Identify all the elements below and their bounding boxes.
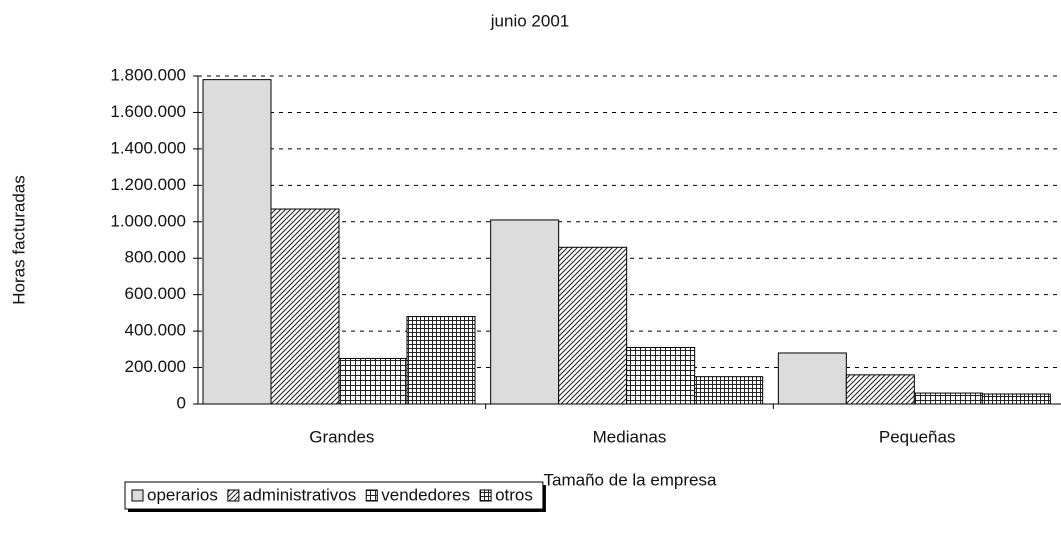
- bar: [913, 392, 983, 405]
- bar: [981, 393, 1051, 405]
- chart-title: junio 2001: [490, 11, 569, 30]
- legend-swatch: [131, 489, 144, 502]
- y-axis-title: Horas facturadas: [9, 175, 28, 304]
- bar: [694, 376, 764, 405]
- x-tick-label: Grandes: [309, 427, 374, 446]
- y-tick-label: 400.000: [125, 321, 186, 340]
- legend-swatch: [227, 489, 240, 502]
- y-tick-label: 800.000: [125, 248, 186, 267]
- y-tick-label: 0: [177, 393, 186, 412]
- bar: [626, 347, 696, 405]
- y-tick-label: 600.000: [125, 284, 186, 303]
- bar: [777, 352, 847, 405]
- legend-shadow: [542, 485, 546, 512]
- bar: [338, 357, 408, 405]
- bar: [270, 208, 340, 405]
- x-tick-label: Pequeñas: [879, 427, 956, 446]
- bar: [558, 246, 628, 405]
- bar: [202, 79, 272, 405]
- legend-label: operarios: [147, 485, 218, 504]
- bar: [406, 316, 476, 405]
- bar: [490, 219, 560, 405]
- legend: operarios administrativos vendedores otros: [124, 481, 546, 512]
- legend-label: administrativos: [243, 485, 356, 504]
- legend-shadow: [128, 509, 546, 512]
- legend-swatch: [479, 489, 492, 502]
- bar: [845, 374, 915, 405]
- y-tick-label: 1.800.000: [110, 65, 186, 84]
- legend-swatch: [365, 489, 378, 502]
- legend-label: otros: [495, 485, 533, 504]
- y-tick-label: 1.400.000: [110, 138, 186, 157]
- y-tick-label: 200.000: [125, 357, 186, 376]
- y-tick-label: 1.000.000: [110, 211, 186, 230]
- x-axis-title: Tamaño de la empresa: [544, 470, 717, 489]
- x-tick-label: Medianas: [593, 427, 667, 446]
- legend-label: vendedores: [381, 485, 470, 504]
- y-tick-label: 1.200.000: [110, 175, 186, 194]
- y-tick-label: 1.600.000: [110, 102, 186, 121]
